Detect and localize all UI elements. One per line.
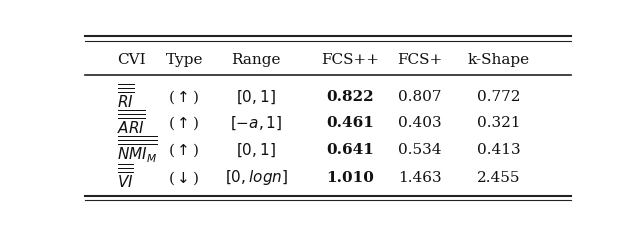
Text: 0.403: 0.403: [398, 116, 442, 130]
Text: 0.807: 0.807: [398, 90, 442, 104]
Text: FCS+: FCS+: [397, 53, 442, 67]
Text: 0.534: 0.534: [398, 143, 442, 157]
Text: 1.463: 1.463: [398, 171, 442, 185]
Text: 0.413: 0.413: [477, 143, 521, 157]
Text: $\overline{\overline{\overline{VI}}}$: $\overline{\overline{\overline{VI}}}$: [117, 164, 134, 192]
Text: $[-a, 1]$: $[-a, 1]$: [230, 114, 282, 132]
Text: 0.772: 0.772: [477, 90, 521, 104]
Text: FCS++: FCS++: [321, 53, 380, 67]
Text: 0.321: 0.321: [477, 116, 521, 130]
Text: $[0, 1]$: $[0, 1]$: [236, 141, 276, 159]
Text: 1.010: 1.010: [326, 171, 374, 185]
Text: 2.455: 2.455: [477, 171, 521, 185]
Text: ($\downarrow$): ($\downarrow$): [168, 169, 200, 187]
Text: $\overline{\overline{\overline{RI}}}$: $\overline{\overline{\overline{RI}}}$: [117, 83, 134, 111]
Text: ($\uparrow$): ($\uparrow$): [168, 114, 200, 132]
Text: $\overline{\overline{\overline{NMI_M}}}$: $\overline{\overline{\overline{NMI_M}}}$: [117, 134, 158, 165]
Text: 0.641: 0.641: [326, 143, 374, 157]
Text: CVI: CVI: [117, 53, 146, 67]
Text: ($\uparrow$): ($\uparrow$): [168, 88, 200, 106]
Text: ($\uparrow$): ($\uparrow$): [168, 141, 200, 159]
Text: Range: Range: [231, 53, 281, 67]
Text: $\overline{\overline{\overline{ARI}}}$: $\overline{\overline{\overline{ARI}}}$: [117, 109, 145, 137]
Text: $[0, 1]$: $[0, 1]$: [236, 88, 276, 106]
Text: 0.461: 0.461: [326, 116, 374, 130]
Text: $[0, logn]$: $[0, logn]$: [225, 168, 287, 187]
Text: 0.822: 0.822: [326, 90, 374, 104]
Text: k-Shape: k-Shape: [468, 53, 530, 67]
Text: Type: Type: [165, 53, 203, 67]
